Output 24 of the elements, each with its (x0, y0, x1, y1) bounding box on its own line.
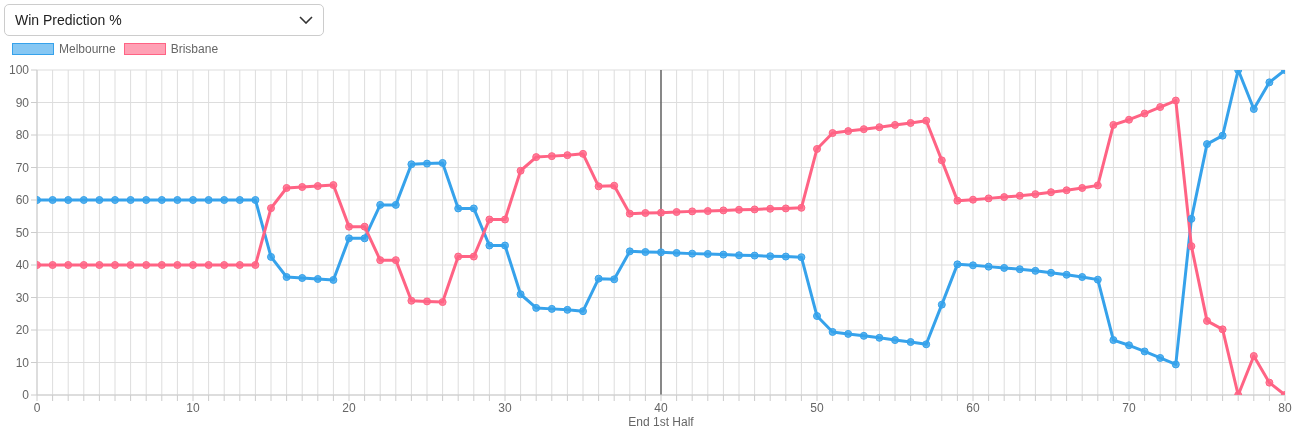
x-tick-label: 80 (1278, 400, 1292, 415)
x-tick-label: 30 (498, 400, 512, 415)
y-tick-label: 70 (15, 160, 30, 175)
x-tick-label: 60 (966, 400, 980, 415)
x-tick-label: 40 (654, 400, 668, 415)
x-tick-label: 10 (186, 400, 200, 415)
legend-label: Melbourne (59, 42, 116, 56)
x-tick-label: 70 (1122, 400, 1136, 415)
x-tick-label: 50 (810, 400, 824, 415)
y-tick-label: 30 (15, 290, 30, 305)
y-tick-label: 10 (15, 355, 30, 370)
y-tick-label: 0 (22, 388, 30, 403)
y-tick-label: 80 (15, 128, 30, 143)
x-tick-label: 0 (33, 400, 41, 415)
y-tick-label: 100 (8, 63, 30, 78)
y-tick-label: 50 (15, 225, 30, 240)
chart-title: Win Prediction % (15, 12, 122, 28)
legend-label: Brisbane (170, 42, 219, 56)
y-tick-label: 20 (15, 323, 30, 338)
ref-line-label: End 1st Half (628, 414, 695, 428)
y-tick-label: 40 (15, 258, 30, 273)
y-tick-label: 90 (15, 95, 30, 110)
y-tick-label: 60 (15, 193, 30, 208)
x-tick-label: 20 (342, 400, 356, 415)
